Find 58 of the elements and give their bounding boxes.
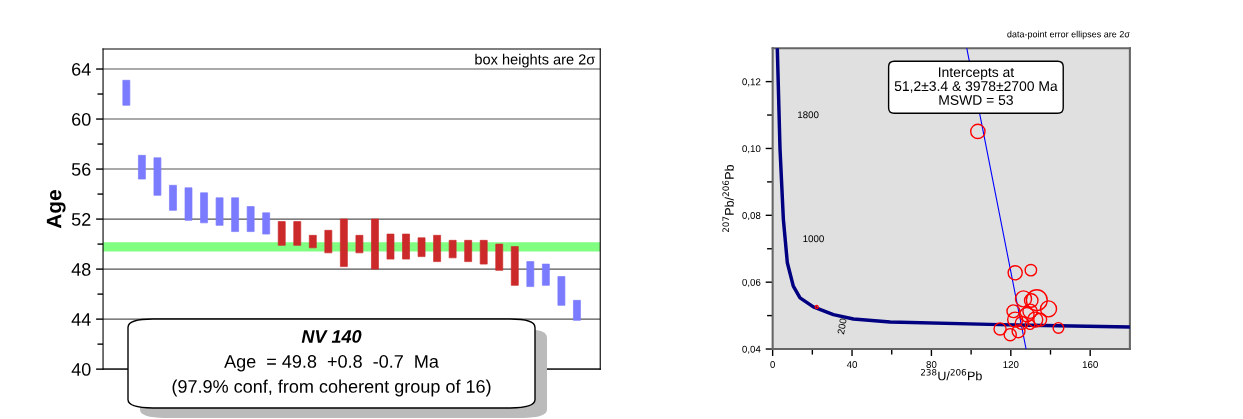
y-axis-title: Age [46, 190, 66, 229]
bar [526, 261, 535, 287]
y-tick-label: 64 [72, 62, 91, 76]
annotation: 200 [837, 318, 847, 335]
annotation: 1800 [798, 111, 819, 119]
y-tick-label: 56 [71, 163, 91, 176]
bar [184, 187, 193, 221]
bar [433, 234, 441, 262]
bar [293, 221, 302, 246]
y-tick-label: 52 [71, 213, 91, 226]
bar [573, 300, 581, 321]
bar [340, 218, 348, 267]
bar [386, 233, 395, 260]
x-axis-title: $^{238}$U/$^{206}$Pb [920, 368, 982, 381]
y-tick-label: 0,04 [742, 345, 761, 354]
bar [464, 239, 473, 262]
bar [262, 212, 271, 235]
y-tick-label: 60 [72, 112, 91, 126]
bar [215, 197, 224, 226]
x-tick-label: 120 [1003, 361, 1019, 368]
bar [138, 154, 146, 180]
bar [402, 233, 410, 260]
annotation: box heights are 2σ [475, 53, 596, 68]
bar [308, 234, 317, 249]
bar [200, 192, 208, 224]
y-tick-label: 44 [71, 313, 91, 326]
bar [169, 184, 177, 211]
bar [324, 229, 333, 254]
bar [479, 239, 488, 265]
bar [231, 197, 239, 232]
bar [153, 157, 162, 196]
annotation: Age = 49.8 +0.8 -0.7 Ma [224, 355, 439, 372]
y-tick-label: 0,10 [742, 145, 761, 154]
x-tick-label: 0 [770, 361, 775, 368]
x-tick-label: 40 [846, 361, 858, 368]
bar [277, 221, 286, 246]
annotation: NV 140 [301, 330, 362, 343]
annotation: 1000 [803, 235, 824, 243]
bar [510, 246, 519, 286]
x-tick-label: 160 [1082, 361, 1098, 368]
y-tick-label: 0,06 [742, 278, 761, 287]
x-tick-label: 80 [926, 361, 937, 368]
bar [246, 206, 255, 232]
bar [355, 234, 364, 254]
y-tick-label: 0,12 [742, 78, 761, 87]
bar [557, 276, 566, 306]
y-tick-label: 0,08 [742, 212, 761, 221]
bar [495, 243, 504, 271]
text: (97.9% conf, from coherent group of 16) [172, 379, 491, 397]
bar [371, 218, 379, 270]
bar [542, 263, 550, 286]
annotation: Intercepts at 51,2±3.4 & 3978±2700 Ma MSWD = 53 [894, 67, 1058, 105]
y-tick-label: 48 [71, 263, 91, 276]
bar [448, 239, 457, 259]
y-axis-title: $^{207}$Pb/$^{206}$Pb [722, 165, 734, 233]
bar [417, 237, 426, 257]
text: data-point error ellipses are 2σ [1007, 30, 1130, 40]
bar [122, 79, 131, 106]
